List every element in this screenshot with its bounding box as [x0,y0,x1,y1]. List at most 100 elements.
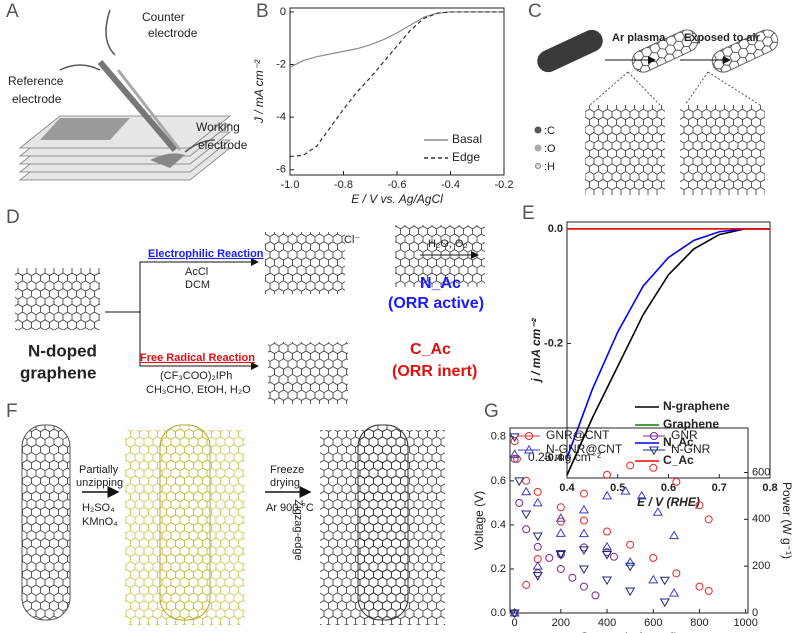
data-point [659,598,670,608]
x-axis-label: E / V vs. Ag/AgCl [351,192,443,206]
x-axis-label: E / V (RHE) [637,495,700,509]
data-point [532,560,543,570]
y-tick-label: 0.2 [491,563,506,575]
y-tick-label: 0.4 [491,519,506,531]
data-point [533,487,542,496]
data-point [579,582,588,591]
data-point [555,528,566,537]
panel-label: G [484,401,499,422]
panel-label: A [6,1,19,22]
data-point [579,489,588,498]
data-point [509,449,520,458]
y-tick-label: -4 [276,111,286,123]
y-axis-label: Voltage (V) [472,491,486,550]
x-tick-label: 1000 [733,617,757,629]
panel-label: B [256,1,269,22]
data-point [556,503,565,512]
product-note: (ORR active) [388,295,484,312]
data-point [601,576,613,586]
legend-label: GNR [671,428,698,442]
start-label: N-doped [28,341,97,360]
x-tick-label: 600 [644,617,662,629]
data-point [522,476,531,485]
data-point [509,609,520,619]
data-point [510,437,519,446]
label: Exposed to air [684,32,761,44]
step-label: Partially [79,464,119,476]
reagent: (CF₃COO)₂IPh [160,370,232,382]
reagent: KMnO₄ [82,516,118,528]
data-point [512,454,521,463]
product-label: N_Ac [420,275,461,292]
data-point [525,432,533,440]
y2-tick-label: 0 [752,607,758,619]
x-tick-label: -0.4 [441,179,460,191]
panel-label: E [522,203,535,224]
data-point [620,486,631,495]
data-point [578,528,590,538]
legend-label: Basal [452,132,482,146]
data-point [704,515,713,524]
y-tick-label: 0.0 [548,223,563,235]
data-point [523,444,535,454]
x-tick-label: 0.6 [661,482,676,494]
product-label: C_Ac [410,341,451,358]
legend-label: N_Ac [663,435,694,449]
data-point [648,574,659,584]
data-point [556,564,565,573]
series-line [566,228,770,476]
legend-label: C_Ac [663,453,694,467]
data-point [625,557,636,566]
reaction-scheme [15,225,485,404]
x-tick-label: -0.2 [495,179,514,191]
data-point [659,576,670,586]
reagent: AcCl [185,266,208,278]
y2-tick-label: 600 [752,466,770,478]
x-tick-label: -1.0 [281,179,300,191]
legend-label: :C [544,125,555,137]
step-label: drying [270,477,300,489]
data-point [578,546,590,555]
start-label: graphene [20,363,97,382]
panel-label: D [6,207,20,228]
data-point [603,470,612,479]
legend-label: :H [544,161,555,173]
reagent: Ar 900 °C [266,502,314,514]
data-point [695,582,704,591]
label: Reference [8,74,64,88]
reagent: DCM [185,279,210,291]
reaction-label: Free Radical Reaction [140,352,255,364]
data-point [636,490,647,500]
y-tick-label: 0.0 [491,607,506,619]
reagent: H₂SO₄ [82,502,115,514]
y-tick-label: 0.6 [491,475,506,487]
label: Working [196,120,240,134]
data-point [672,477,681,486]
legend-label: Edge [452,150,480,164]
plot-frame [509,427,749,614]
x-tick-label: 800 [690,617,708,629]
data-point [532,572,543,581]
data-point [532,532,543,542]
data-point [704,586,713,595]
series-line [566,228,770,459]
data-point [509,607,520,617]
reaction-label: Electrophilic Reaction [148,248,264,260]
legend-label: N-graphene [663,399,730,413]
electrode-drawing [18,9,232,181]
series-line [289,11,504,158]
legend-label: GNR@CNT [546,428,610,442]
data-point [578,565,590,575]
label: Counter [142,10,185,24]
plasma-diagram [534,29,779,195]
data-point [668,587,680,597]
reagent: CH₃CHO, EtOH, H₂O [146,384,251,396]
y-tick-label: -6 [276,164,286,176]
data-point [601,551,613,560]
label: electrode [148,26,198,40]
label: Ar plasma [612,32,666,44]
y-axis-label: J / mA cm⁻² [252,59,266,124]
data-point [514,477,525,487]
x-tick-label: 0 [512,617,518,629]
y-tick-label: -2 [276,58,286,70]
